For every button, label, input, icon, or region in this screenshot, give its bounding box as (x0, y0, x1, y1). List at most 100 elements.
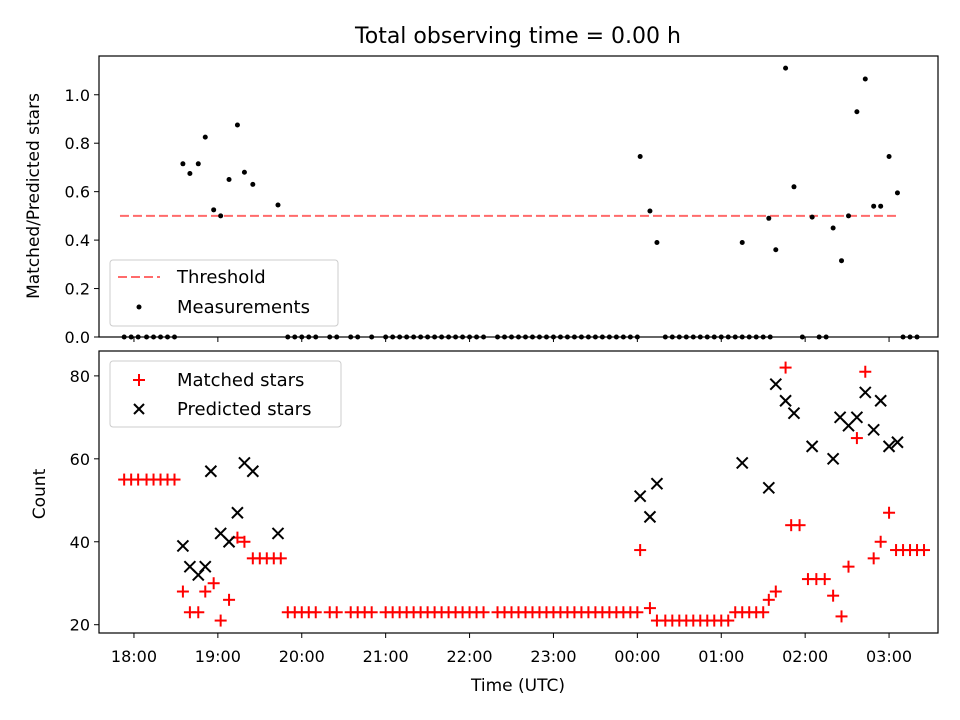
predicted-star-point-b (633, 489, 647, 503)
matched-star-point (207, 577, 220, 590)
measurement-point (250, 181, 256, 187)
predicted-star-point (736, 456, 749, 470)
bottom-x-tick-label: 19:00 (195, 647, 241, 666)
measurement-point (202, 134, 208, 140)
matched-star-point (199, 585, 212, 598)
measurement-point (839, 258, 845, 264)
matched-star-point (859, 365, 872, 378)
predicted-star-point-b (874, 394, 887, 407)
bottom-legend: Matched stars Predicted stars (109, 360, 342, 428)
threshold-legend-label: Threshold (176, 267, 266, 288)
predicted-star-point-b (183, 560, 197, 573)
top-y-tick-label: 0.0 (65, 328, 90, 347)
predicted-star-point (199, 560, 212, 573)
bottom-y-tick-label: 60 (70, 450, 90, 469)
predicted-star-point (874, 394, 887, 407)
matched-star-point (793, 519, 806, 532)
predicted-star-point (762, 481, 776, 495)
matched-star-point (238, 535, 251, 548)
predicted-star-point (850, 411, 864, 424)
predicted-star-point (769, 377, 783, 391)
predicted-star-point (859, 386, 872, 399)
predicted-star-point-b (859, 386, 872, 399)
matched-star-point (214, 614, 227, 627)
predicted-star-point-b (650, 477, 664, 490)
top-y-tick-label: 0.8 (65, 134, 90, 153)
predicted-star-point-b (271, 527, 285, 540)
bottom-y-tick-label: 80 (70, 367, 90, 386)
predicted-star-point (246, 465, 260, 478)
matched-star-point (309, 606, 322, 619)
bottom-x-tick-label: 22:00 (447, 647, 493, 666)
measurement-point (886, 154, 892, 160)
predicted-star-point (891, 436, 904, 449)
matched-star-point (818, 573, 831, 586)
measurement-point (187, 170, 193, 176)
bottom-x-tick-label: 01:00 (698, 647, 744, 666)
measurement-point (894, 190, 900, 196)
predicted-star-point (204, 465, 218, 478)
matched-star-point (274, 552, 287, 565)
measurement-point (218, 213, 224, 219)
matched-legend-marker (133, 374, 145, 386)
matched-star-point (365, 606, 378, 619)
predicted-star-point-b (769, 377, 783, 391)
predicted-legend-label: Predicted stars (177, 399, 311, 420)
predicted-star-point (633, 489, 647, 503)
measurement-point (854, 109, 860, 115)
matched-star-point (757, 606, 770, 619)
predicted-star-point (779, 394, 792, 407)
measurement-point (846, 213, 852, 219)
measurement-point (739, 240, 745, 246)
measurements-legend-marker (136, 304, 142, 310)
bottom-panel: Count Time (UTC) 20 40 60 80 18:00 19:00 20:0… (30, 350, 939, 696)
measurement-point (226, 177, 232, 183)
predicted-legend-marker (133, 403, 145, 415)
matched-star-point (769, 585, 782, 598)
measurement-point (830, 225, 836, 231)
top-axes-frame (98, 55, 939, 338)
predicted-star-point (176, 539, 190, 553)
predicted-star-point-b (222, 535, 236, 548)
predicted-star-point-b (779, 394, 792, 407)
predicted-star-point-b (762, 481, 776, 495)
matched-star-point (192, 606, 205, 619)
predicted-star-point-b (867, 423, 880, 437)
measurement-point (211, 207, 217, 213)
top-y-tick-label: 1.0 (65, 86, 90, 105)
measurement-point (195, 161, 201, 167)
matched-legend-label: Matched stars (177, 370, 304, 391)
measurement-point (637, 154, 643, 160)
predicted-star-point (805, 440, 819, 453)
predicted-star-point-b (231, 506, 244, 519)
predicted-star-point-b (833, 411, 847, 424)
bottom-x-tick-label: 03:00 (866, 647, 912, 666)
matched-star-point (867, 552, 880, 565)
predicted-star-point-b (882, 440, 896, 453)
top-y-tick-label: 0.2 (65, 280, 90, 299)
matched-star-point (842, 560, 855, 573)
matched-star-point (634, 544, 647, 557)
bottom-x-tick-label: 18:00 (111, 647, 157, 666)
bottom-ylabel: Count (30, 468, 50, 519)
bottom-axes-frame (98, 350, 939, 634)
matched-star-point (477, 606, 490, 619)
predicted-star-point (826, 452, 840, 466)
predicted-star-point-b (246, 465, 260, 478)
predicted-star-point-b (214, 527, 227, 540)
bottom-x-tick-label: 02:00 (782, 647, 828, 666)
measurement-point (791, 184, 797, 190)
matched-star-point (835, 610, 848, 623)
measurement-point (878, 203, 884, 209)
bottom-x-tick-label: 20:00 (279, 647, 325, 666)
measurement-point (862, 76, 868, 82)
matched-star-point (223, 593, 236, 606)
matched-star-point (883, 506, 896, 519)
predicted-star-point-b (891, 436, 904, 449)
measurement-point (783, 65, 789, 71)
bottom-x-tick-label: 23:00 (530, 647, 576, 666)
predicted-star-point-b (787, 406, 801, 420)
measurement-point (654, 240, 660, 246)
measurement-point (773, 247, 779, 253)
top-y-tick-label: 0.6 (65, 183, 90, 202)
